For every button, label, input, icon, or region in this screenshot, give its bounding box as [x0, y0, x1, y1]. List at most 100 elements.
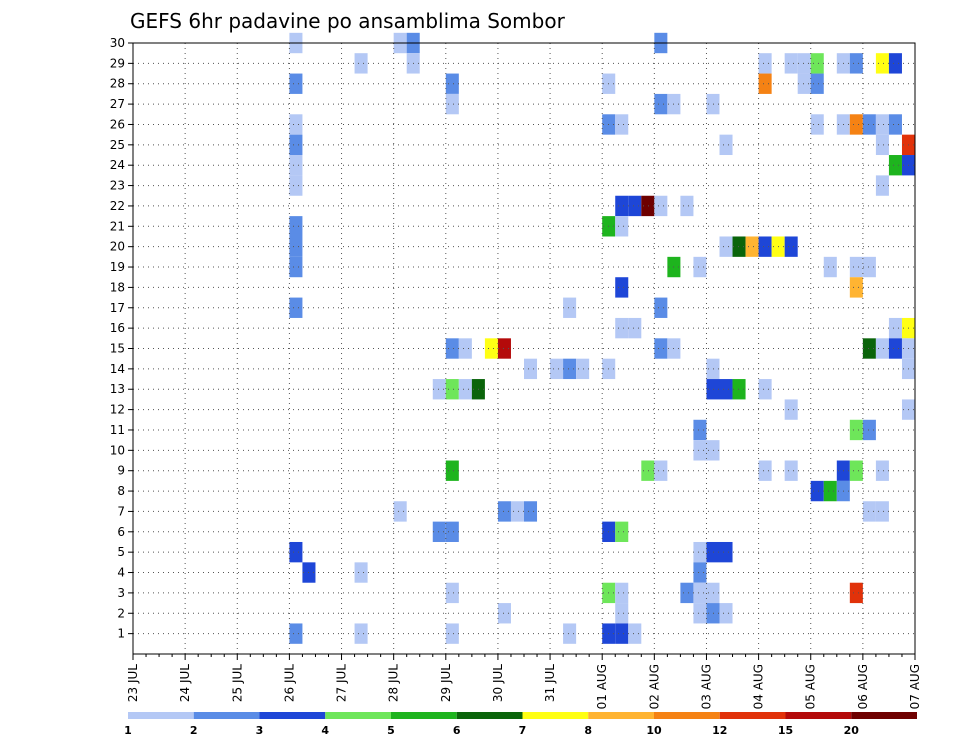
heatmap-cell	[484, 338, 498, 359]
heatmap-cell	[628, 623, 642, 644]
heatmap-cell	[641, 460, 655, 481]
x-tick-label: 30 JUL	[491, 664, 505, 702]
heatmap-cell	[445, 379, 459, 400]
colorbar-swatch	[259, 712, 326, 719]
heatmap-cell	[797, 53, 811, 74]
heatmap-cell	[550, 358, 564, 380]
heatmap-cell	[289, 216, 303, 237]
y-tick-label: 12	[110, 403, 125, 417]
heatmap-cell	[458, 338, 472, 359]
heatmap-cell	[654, 460, 668, 481]
heatmap-cell	[784, 460, 798, 481]
heatmap-cell	[680, 582, 694, 604]
y-tick-label: 29	[110, 56, 125, 70]
x-tick-label: 07 AUG	[908, 664, 922, 709]
heatmap-cell	[289, 256, 303, 278]
heatmap-cell	[849, 53, 863, 74]
heatmap-cell	[641, 195, 655, 217]
heatmap-cell	[289, 134, 303, 156]
x-tick-label: 04 AUG	[752, 664, 766, 709]
heatmap-cell	[784, 53, 798, 74]
heatmap-cell	[823, 480, 837, 502]
heatmap-cell	[875, 460, 889, 481]
heatmap-cell	[628, 317, 642, 339]
heatmap-cell	[289, 236, 303, 257]
y-tick-label: 17	[110, 301, 125, 315]
heatmap-cell	[784, 399, 798, 420]
heatmap-cell	[576, 358, 590, 380]
heatmap-cell	[888, 155, 902, 176]
heatmap-cell	[693, 256, 707, 278]
x-tick-label: 29 JUL	[439, 664, 453, 702]
heatmap-cell	[289, 297, 303, 318]
heatmap-cell	[888, 114, 902, 135]
heatmap-cell	[810, 53, 824, 74]
heatmap-cell	[719, 134, 733, 156]
heatmap-cell	[563, 358, 577, 380]
heatmap-cell	[289, 623, 303, 644]
heatmap-cell	[654, 195, 668, 217]
grid-layer	[133, 42, 915, 654]
heatmap-cell	[862, 114, 876, 135]
heatmap-cell	[497, 603, 511, 624]
colorbar-swatch	[128, 712, 194, 719]
heatmap-cell	[432, 521, 446, 542]
heatmap-cell	[745, 236, 759, 257]
y-tick-label: 25	[110, 138, 125, 152]
y-tick-label: 5	[117, 545, 125, 559]
heatmap-cell	[563, 297, 577, 318]
y-tick-label: 8	[117, 484, 125, 498]
heatmap-cell	[719, 603, 733, 624]
heatmap-cell	[875, 114, 889, 135]
x-tick-label: 03 AUG	[699, 664, 713, 709]
heatmap-cell	[354, 562, 368, 583]
colorbar-swatch	[522, 712, 589, 719]
colorbar-swatch	[391, 712, 457, 719]
y-tick-label: 22	[110, 199, 125, 213]
heatmap-cell	[849, 256, 863, 278]
y-tick-label: 11	[110, 423, 125, 437]
colorbar-label: 2	[190, 724, 198, 737]
heatmap-cell	[524, 501, 538, 522]
heatmap-cell	[875, 53, 889, 74]
heatmap-cell	[458, 379, 472, 400]
y-tick-label: 9	[117, 464, 125, 478]
heatmap-cell	[875, 501, 889, 522]
heatmap-cell	[445, 582, 459, 604]
colorbar-label: 5	[387, 724, 395, 737]
y-tick-label: 21	[110, 219, 125, 233]
heatmap-cell	[445, 521, 459, 542]
heatmap-cell	[706, 603, 720, 624]
heatmap-cell	[706, 541, 720, 563]
heatmap-cell	[615, 216, 629, 237]
colorbar-label: 3	[256, 724, 264, 737]
heatmap-cell	[732, 236, 746, 257]
heatmap-cell	[289, 155, 303, 176]
y-tick-label: 30	[110, 36, 125, 50]
heatmap-cell	[888, 317, 902, 339]
heatmap-cell	[849, 277, 863, 298]
colorbar-label: 8	[584, 724, 592, 737]
y-tick-label: 26	[110, 117, 125, 131]
x-tick-label: 27 JUL	[335, 664, 349, 702]
heatmap-cell	[445, 73, 459, 94]
heatmap-cell	[354, 623, 368, 644]
heatmap-cell	[615, 623, 629, 644]
heatmap-cell	[615, 603, 629, 624]
heatmap-cell	[732, 379, 746, 400]
colorbar-swatch	[654, 712, 720, 719]
colorbar-swatch	[851, 712, 917, 719]
y-tick-label: 2	[117, 606, 125, 620]
y-tick-label: 14	[110, 362, 125, 376]
colorbar-label: 1	[124, 724, 132, 737]
heatmap-cell	[758, 460, 772, 481]
heatmap-cell	[615, 582, 629, 604]
y-tick-label: 13	[110, 382, 125, 396]
heatmap-cell	[693, 582, 707, 604]
x-tick-label: 01 AUG	[595, 664, 609, 709]
heatmap-cell	[875, 175, 889, 196]
heatmap-cell	[849, 460, 863, 481]
colorbar-swatch	[588, 712, 654, 719]
chart-title: GEFS 6hr padavine po ansamblima Sombor	[130, 9, 566, 33]
heatmap-cell	[849, 419, 863, 441]
